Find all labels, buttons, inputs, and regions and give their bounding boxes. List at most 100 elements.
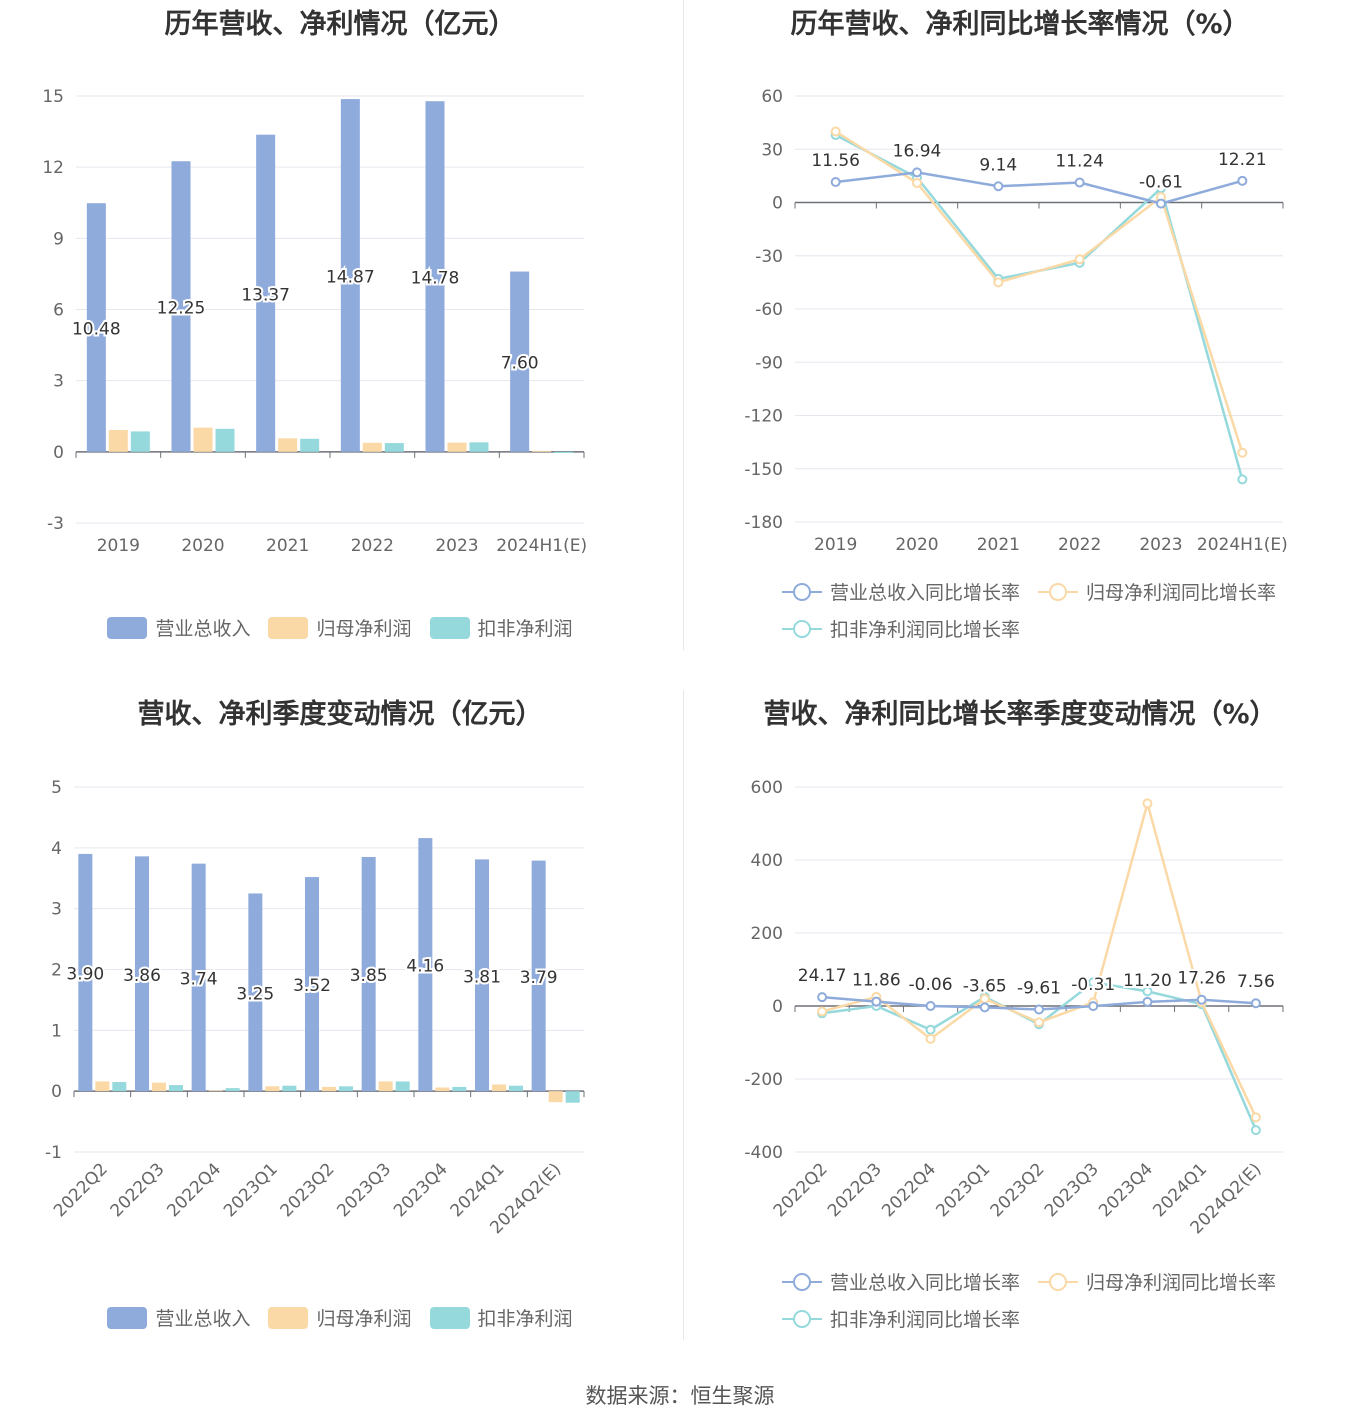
y-tick-label: 3: [53, 372, 64, 392]
data-point: [1237, 175, 1248, 186]
bar: [548, 1091, 563, 1103]
legend-swatch: [107, 616, 148, 639]
y-tick-label: 30: [761, 140, 783, 160]
legend-label: 归母净利润: [316, 618, 412, 640]
data-point: [925, 1024, 936, 1035]
data-label: 3.85: [350, 966, 388, 986]
bar: [169, 1085, 183, 1092]
bar: [425, 101, 445, 452]
data-point: [1088, 1001, 1099, 1012]
data-label: 4.16: [406, 957, 444, 977]
x-tick-label: 2022Q3: [107, 1159, 169, 1221]
bar: [378, 1081, 393, 1092]
x-tick-label: 2022: [1058, 535, 1101, 555]
data-label: 3.25: [236, 984, 274, 1004]
legend-label: 营业总收入同比增长率: [830, 582, 1021, 604]
legend-item-revenue-growth[interactable]: 营业总收入同比增长率: [782, 578, 1020, 605]
x-tick-label: 2019: [97, 536, 140, 556]
legend-item-deducted-profit-growth[interactable]: 扣非净利润同比增长率: [782, 615, 1020, 642]
y-tick-label: 200: [751, 924, 783, 944]
y-tick-label: -200: [744, 1070, 783, 1090]
annual-bar-chart: 15 12 9 6 3 0 -3 2019 2020 2021 2022 2023 2024H1(E) 1…: [42, 87, 587, 556]
divider: [683, 690, 684, 1340]
y-tick-label: -400: [744, 1143, 783, 1163]
x-tick-label: 2020: [181, 536, 224, 556]
legend-item-net-profit[interactable]: 归母净利润: [268, 1304, 412, 1331]
y-tick-label: -120: [744, 407, 783, 427]
x-tick-label: 2020: [895, 535, 938, 555]
bar: [225, 1088, 240, 1092]
legend-item-net-profit-growth[interactable]: 归母净利润同比增长率: [1038, 1268, 1276, 1295]
bar: [361, 856, 376, 1092]
legend-swatch: [268, 616, 309, 639]
x-tick-label: 2023: [1139, 535, 1182, 555]
y-tick-label: 6: [53, 301, 64, 321]
x-tick-label: 2023Q3: [1041, 1159, 1103, 1221]
legend-label: 扣非净利润: [477, 618, 573, 640]
data-label: 14.87: [326, 267, 375, 287]
data-label: 16.94: [893, 141, 942, 161]
bar: [509, 1085, 523, 1092]
data-label: 12.21: [1218, 150, 1267, 170]
legend-item-revenue-growth[interactable]: 营业总收入同比增长率: [782, 1268, 1020, 1295]
y-tick-label: -3: [47, 514, 64, 534]
bar: [475, 859, 489, 1092]
x-tick-label: 2023: [435, 536, 478, 556]
bar: [340, 99, 360, 452]
x-tick-label: 2023Q1: [220, 1159, 282, 1221]
x-tick-label: 2019: [814, 535, 857, 555]
quarterly-bar-chart: 543210-12022Q22022Q32022Q42023Q12023Q220…: [45, 778, 585, 1238]
data-point: [830, 126, 841, 137]
bar: [554, 451, 574, 454]
x-tick-label: 2024H1(E): [496, 536, 587, 556]
bar: [531, 860, 546, 1092]
chart-legend-row2: 扣非净利润同比增长率: [782, 615, 1020, 642]
legend-item-deducted-profit[interactable]: 扣非净利润: [429, 1304, 573, 1331]
chart-legend: 营业总收入同比增长率 归母净利润同比增长率: [782, 1268, 1276, 1295]
data-point: [912, 167, 922, 178]
legend-label: 归母净利润同比增长率: [1086, 1272, 1277, 1294]
panel-annual-revenue-profit: 历年营收、净利情况（亿元） 15 12 9 6 3 0 -3 2019 2020 2021 2022…: [0, 0, 680, 690]
x-tick-label: 2022Q4: [163, 1159, 225, 1221]
bar: [112, 1082, 127, 1092]
y-tick-label: 0: [772, 194, 783, 214]
legend-item-revenue[interactable]: 营业总收入: [107, 614, 250, 641]
legend-label: 扣非净利润: [477, 1308, 573, 1330]
data-label: 11.56: [811, 151, 860, 171]
bar: [108, 430, 128, 452]
chart-legend-row2: 扣非净利润同比增长率: [782, 1305, 1020, 1332]
legend-item-deducted-profit[interactable]: 扣非净利润: [429, 614, 573, 641]
y-tick-label: 5: [51, 778, 62, 798]
data-point: [1237, 447, 1248, 458]
data-point: [817, 992, 828, 1003]
data-point: [830, 176, 841, 187]
legend-item-deducted-profit-growth[interactable]: 扣非净利润同比增长率: [782, 1305, 1020, 1332]
bar: [565, 1091, 580, 1103]
data-point: [1196, 994, 1207, 1005]
bar: [362, 442, 382, 452]
source-note: 数据来源：恒生聚源: [585, 1384, 775, 1408]
data-point: [1088, 977, 1099, 988]
y-tick-label: 2: [51, 961, 62, 981]
bar: [305, 877, 319, 1092]
legend-label: 营业总收入: [155, 618, 251, 640]
legend-item-net-profit-growth[interactable]: 归母净利润同比增长率: [1038, 578, 1276, 605]
legend-item-revenue[interactable]: 营业总收入: [107, 1304, 250, 1331]
y-tick-label: 0: [51, 1082, 62, 1102]
chart-title: 历年营收、净利情况（亿元）: [164, 9, 516, 40]
x-tick-label: 2023Q2: [987, 1159, 1049, 1221]
x-tick-label: 2023Q2: [277, 1159, 339, 1221]
data-label: -0.61: [1139, 173, 1183, 193]
data-label: 7.56: [1237, 972, 1275, 992]
data-point: [871, 996, 882, 1007]
legend-item-net-profit[interactable]: 归母净利润: [268, 614, 412, 641]
x-tick-label: 2022Q4: [878, 1159, 940, 1221]
data-point: [1142, 798, 1153, 809]
data-point: [1237, 474, 1248, 485]
bar: [191, 863, 206, 1092]
chart-legend: 营业总收入 归母净利润 扣非净利润: [0, 1304, 680, 1331]
bar: [395, 1081, 410, 1092]
data-label: 24.17: [798, 966, 847, 986]
bar: [532, 450, 552, 452]
panel-annual-growth-rate: 历年营收、净利同比增长率情况（%） 60 30 0 -30 -60 -90 -120 -150…: [680, 0, 1360, 690]
